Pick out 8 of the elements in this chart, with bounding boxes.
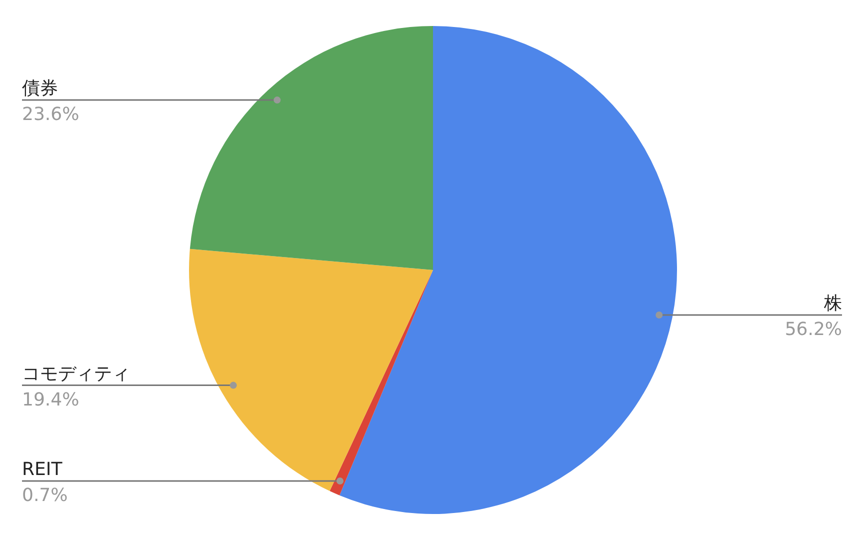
data-label: 56.2% [784,319,842,340]
slice-label: REIT [22,459,64,480]
data-label: 19.4% [22,389,80,410]
slice-label: 債券 [22,78,58,100]
data-label: 0.7% [22,485,68,506]
slice-label: コモディティ [22,363,130,384]
data-label: 23.6% [22,104,80,126]
slice-label: 株 [823,293,842,314]
